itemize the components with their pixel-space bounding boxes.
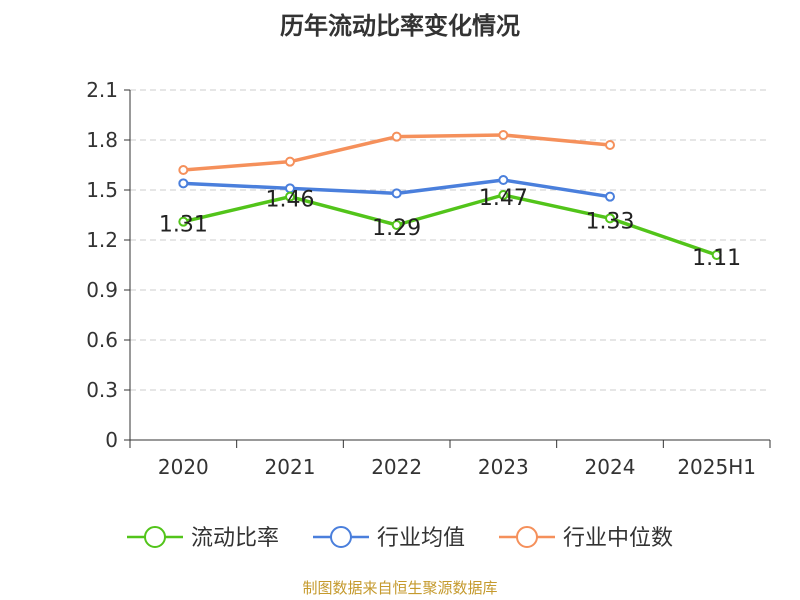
legend: 流动比率 行业均值 行业中位数 [127,526,673,551]
data-label: 1.47 [479,186,528,211]
y-tick-label: 0.6 [86,328,118,352]
legend-marker [330,526,352,548]
data-point [498,190,509,200]
legend-marker [144,526,166,548]
y-tick-label: 1.8 [86,128,118,152]
y-tick-label: 0.9 [86,278,118,302]
x-tick-label: 2024 [585,455,636,479]
data-point [711,250,722,260]
y-tick-label: 1.5 [86,178,118,202]
y-tick-label: 0.3 [86,378,118,402]
source-note: 制图数据来自恒生聚源数据库 [302,579,498,597]
legend-marker [516,526,538,548]
data-label: 1.31 [159,213,208,238]
series-line [182,193,718,257]
data-point [391,188,402,199]
data-point [391,220,402,230]
y-tick-label: 2.1 [86,78,118,102]
data-point [178,178,189,189]
data-point [498,130,509,140]
x-tick-label: 2025H1 [677,455,756,479]
data-point [391,131,402,142]
data-label: 1.29 [372,216,421,241]
axes: 0 0.3 0.6 0.9 1.2 1.5 1.8 2.1 2020 2021 2022 2023 20… [86,78,771,479]
data-label: 1.11 [692,246,741,271]
x-tick-label: 2022 [371,455,422,479]
data-point [285,191,295,202]
y-tick-label: 0 [105,428,118,452]
data-labels: 1.31 1.46 1.29 1.47 1.33 1.11 [159,186,741,271]
data-label: 1.33 [586,209,635,234]
x-tick-label: 2023 [478,455,529,479]
data-point [178,165,189,175]
grid-lines [130,89,770,391]
chart-title: 历年流动比率变化情况 [280,12,520,40]
y-tick-label: 1.2 [86,228,118,252]
legend-item: 行业均值 [313,526,465,551]
legend-item: 行业中位数 [499,526,673,551]
data-label: 1.46 [266,188,315,213]
data-point [498,175,509,185]
x-tick-label: 2021 [265,455,316,479]
series-lines [178,130,722,260]
legend-label: 行业均值 [377,526,465,551]
data-point [178,216,189,227]
legend-label: 流动比率 [191,526,279,551]
x-tick-label: 2020 [158,455,209,479]
data-point [605,140,615,150]
data-point [285,156,295,167]
data-point [605,191,615,202]
legend-label: 行业中位数 [563,526,673,551]
data-point [605,213,615,224]
legend-item: 流动比率 [127,526,279,551]
